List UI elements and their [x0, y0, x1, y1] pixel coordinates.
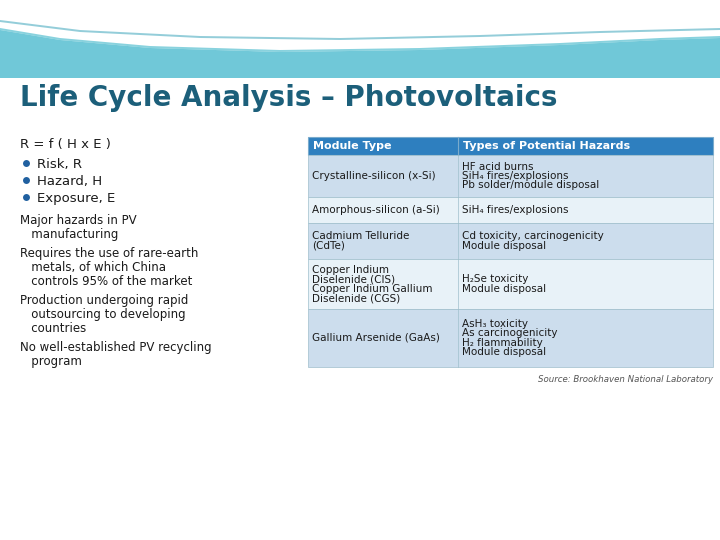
Text: Diselenide (CGS): Diselenide (CGS)	[312, 293, 400, 303]
Polygon shape	[0, 28, 720, 52]
Text: program: program	[20, 355, 82, 368]
Bar	[308, 309, 713, 367]
Text: SiH₄ fires/explosions: SiH₄ fires/explosions	[462, 205, 569, 215]
Text: Module disposal: Module disposal	[462, 241, 546, 251]
Text: Exposure, E: Exposure, E	[37, 192, 115, 205]
Text: Copper Indium: Copper Indium	[312, 265, 389, 275]
Text: metals, of which China: metals, of which China	[20, 261, 166, 274]
Text: Gallium Arsenide (GaAs): Gallium Arsenide (GaAs)	[312, 333, 440, 343]
Text: countries: countries	[20, 322, 86, 335]
Bar	[0, 0, 720, 80]
Text: Source: Brookhaven National Laboratory: Source: Brookhaven National Laboratory	[538, 375, 713, 384]
Text: controls 95% of the market: controls 95% of the market	[20, 275, 192, 288]
Text: Module Type: Module Type	[313, 141, 392, 151]
Bar	[308, 155, 713, 197]
Polygon shape	[0, 20, 720, 40]
Text: No well-established PV recycling: No well-established PV recycling	[20, 341, 212, 354]
Bar	[308, 259, 713, 309]
Text: Hazard, H: Hazard, H	[37, 175, 102, 188]
Text: Module disposal: Module disposal	[462, 347, 546, 357]
Text: Copper Indium Gallium: Copper Indium Gallium	[312, 284, 433, 294]
Text: Major hazards in PV: Major hazards in PV	[20, 214, 137, 227]
Text: Crystalline-silicon (x-Si): Crystalline-silicon (x-Si)	[312, 171, 436, 181]
Text: AsH₃ toxicity: AsH₃ toxicity	[462, 319, 528, 329]
Text: H₂ flammability: H₂ flammability	[462, 338, 543, 348]
Text: HF acid burns: HF acid burns	[462, 161, 534, 172]
Bar	[0, 78, 720, 540]
Text: Life Cycle Analysis – Photovoltaics: Life Cycle Analysis – Photovoltaics	[20, 84, 557, 112]
Text: Cd toxicity, carcinogenicity: Cd toxicity, carcinogenicity	[462, 231, 604, 241]
Text: Module disposal: Module disposal	[462, 284, 546, 294]
Text: Amorphous-silicon (a-Si): Amorphous-silicon (a-Si)	[312, 205, 440, 215]
Text: Requires the use of rare-earth: Requires the use of rare-earth	[20, 247, 199, 260]
Polygon shape	[0, 0, 720, 52]
Text: As carcinogenicity: As carcinogenicity	[462, 328, 557, 338]
Text: Production undergoing rapid: Production undergoing rapid	[20, 294, 189, 307]
Text: Pb solder/module disposal: Pb solder/module disposal	[462, 180, 599, 191]
Text: Cadmium Telluride: Cadmium Telluride	[312, 231, 410, 241]
Text: (CdTe): (CdTe)	[312, 241, 345, 251]
Bar	[308, 137, 713, 155]
Text: Risk, R: Risk, R	[37, 158, 82, 171]
Text: SiH₄ fires/explosions: SiH₄ fires/explosions	[462, 171, 569, 181]
Text: R = f ( H x E ): R = f ( H x E )	[20, 138, 111, 151]
Text: Types of Potential Hazards: Types of Potential Hazards	[463, 141, 630, 151]
Text: Diselenide (CIS): Diselenide (CIS)	[312, 274, 395, 284]
Text: manufacturing: manufacturing	[20, 228, 118, 241]
Text: outsourcing to developing: outsourcing to developing	[20, 308, 186, 321]
Text: H₂Se toxicity: H₂Se toxicity	[462, 274, 528, 284]
Bar	[308, 223, 713, 259]
Bar	[308, 197, 713, 223]
